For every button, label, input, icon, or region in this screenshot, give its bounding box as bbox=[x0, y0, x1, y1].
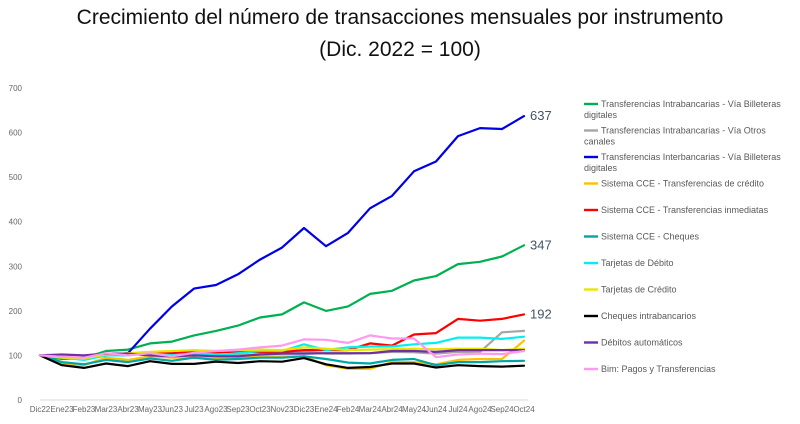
legend-label: Tarjetas de Débito bbox=[601, 258, 674, 268]
x-tick-label: Dic22 bbox=[30, 405, 51, 414]
chart-title-line-1: Crecimiento del número de transacciones … bbox=[76, 6, 724, 29]
x-tick-label: Sep24 bbox=[490, 405, 514, 414]
end-value-label: 347 bbox=[530, 237, 552, 252]
y-axis-ticks: 0 100 200 300 400 500 600 700 bbox=[9, 84, 23, 405]
x-tick-label: Abr24 bbox=[381, 405, 403, 414]
series-line-3 bbox=[38, 339, 526, 370]
chart-title-line-2: (Dic. 2022 = 100) bbox=[319, 38, 481, 61]
x-tick-label: Ago23 bbox=[204, 405, 228, 414]
y-tick-label: 300 bbox=[9, 262, 23, 271]
x-tick-label: Nov23 bbox=[270, 405, 294, 414]
x-tick-label: Oct23 bbox=[249, 405, 271, 414]
x-tick-label: Mar24 bbox=[359, 405, 382, 414]
y-tick-label: 100 bbox=[9, 351, 23, 360]
x-tick-label: Ene23 bbox=[50, 405, 74, 414]
x-tick-label: Mar23 bbox=[95, 405, 118, 414]
x-axis-ticks: Dic22 Ene23 Feb23 Mar23 Abr23 May23 Jun23 Jul23… bbox=[30, 405, 535, 414]
legend-label: Transferencias Interbancarias - Vía Bill… bbox=[584, 152, 781, 173]
x-tick-label: Abr23 bbox=[117, 405, 139, 414]
y-tick-label: 200 bbox=[9, 307, 23, 316]
legend: Transferencias Intrabancarias - Vía Bill… bbox=[584, 99, 781, 374]
legend-label: Cheques intrabancarios bbox=[601, 311, 697, 321]
series-line-10 bbox=[38, 334, 526, 359]
legend-label: Tarjetas de Crédito bbox=[601, 285, 677, 295]
legend-label: Sistema CCE - Cheques bbox=[601, 232, 700, 242]
series-line-0 bbox=[38, 244, 526, 361]
y-tick-label: 500 bbox=[9, 173, 23, 182]
x-tick-label: Feb24 bbox=[337, 405, 360, 414]
x-tick-label: Feb23 bbox=[73, 405, 96, 414]
legend-label: Transferencias Intrabancarias - Vía Bill… bbox=[584, 99, 781, 120]
end-labels: 637 347 192 bbox=[530, 108, 552, 321]
x-tick-label: Ago24 bbox=[468, 405, 492, 414]
end-value-label: 637 bbox=[530, 108, 552, 123]
series-line-5 bbox=[38, 354, 526, 367]
legend-label: Sistema CCE - Transferencias inmediatas bbox=[601, 205, 769, 215]
series-lines bbox=[38, 114, 526, 370]
x-tick-label: May24 bbox=[402, 405, 427, 414]
x-tick-label: Jun24 bbox=[425, 405, 447, 414]
x-tick-label: Jun23 bbox=[161, 405, 183, 414]
x-tick-label: Jul24 bbox=[448, 405, 468, 414]
series-line-2 bbox=[38, 114, 526, 359]
x-tick-label: Jul23 bbox=[184, 405, 204, 414]
x-tick-label: Sep23 bbox=[226, 405, 250, 414]
y-tick-label: 400 bbox=[9, 218, 23, 227]
x-tick-label: May23 bbox=[138, 405, 163, 414]
end-value-label: 192 bbox=[530, 306, 552, 321]
x-tick-label: Oct24 bbox=[513, 405, 535, 414]
legend-label: Transferencias Intrabancarias - Vía Otro… bbox=[584, 126, 766, 147]
series-line-8 bbox=[38, 354, 526, 369]
legend-label: Débitos automáticos bbox=[601, 338, 683, 348]
y-tick-label: 0 bbox=[18, 396, 23, 405]
x-tick-label: Ene24 bbox=[314, 405, 338, 414]
x-tick-label: Dic23 bbox=[294, 405, 315, 414]
legend-label: Bim: Pagos y Transferencias bbox=[601, 364, 716, 374]
legend-label: Sistema CCE - Transferencias de crédito bbox=[601, 179, 764, 189]
y-tick-label: 600 bbox=[9, 129, 23, 138]
y-tick-label: 700 bbox=[9, 84, 23, 93]
